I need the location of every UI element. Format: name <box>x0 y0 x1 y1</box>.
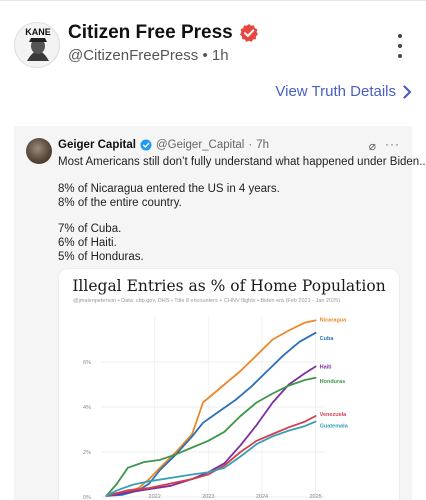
y-tick-label: 4% <box>83 405 91 411</box>
handle-row: @CitizenFreePress • 1h <box>68 47 259 64</box>
series-label-nicaragua: Nicaragua <box>320 317 348 323</box>
avatar-text: KANE <box>25 27 51 37</box>
view-truth-details-label: View Truth Details <box>275 83 396 100</box>
x-tick-label: 2024 <box>256 494 268 500</box>
x-tick-label: 2022 <box>149 494 161 500</box>
series-label-haiti: Haiti <box>320 365 332 371</box>
author-name[interactable]: Citizen Free Press <box>68 22 233 43</box>
tweet-verified-icon <box>140 139 152 151</box>
series-line-nicaragua <box>105 319 317 497</box>
y-tick-label: 2% <box>83 450 91 456</box>
post-time[interactable]: 1h <box>211 47 229 64</box>
chart-card: Illegal Entries as % of Home Population … <box>58 268 400 500</box>
tweet-header: Geiger Capital @Geiger_Capital · 7h ⌀ ··… <box>58 137 404 153</box>
author-handle[interactable]: @CitizenFreePress <box>68 47 199 64</box>
more-dot-icon <box>398 44 402 48</box>
tweet-text-line: 6% of Haiti. <box>58 237 117 249</box>
more-options-button[interactable] <box>392 34 408 58</box>
chevron-right-icon <box>403 84 412 99</box>
tweet-handle: @Geiger_Capital <box>155 139 245 151</box>
series-label-venezuela: Venezuela <box>320 412 348 418</box>
series-line-guatemala <box>105 420 317 497</box>
tweet-time: 7h <box>256 139 269 151</box>
top-divider <box>0 0 426 1</box>
line-chart: 0% 2% 4% 6% 2022 2023 2024 2025 Nicaragua Cuba Hai… <box>83 317 349 500</box>
series-label-cuba: Cuba <box>320 336 335 342</box>
handle-separator: • <box>202 47 208 64</box>
avatar[interactable]: KANE <box>14 22 60 68</box>
verified-badge-icon <box>239 24 258 42</box>
avatar-image: KANE <box>15 23 59 67</box>
y-tick-label: 0% <box>83 495 91 500</box>
grok-icon: ⌀ <box>368 139 376 153</box>
author-block: Citizen Free Press @CitizenFreePress • 1… <box>68 22 259 64</box>
chart-subtitle: @jmalenpeterson • Data: cbp.gov, DHS • T… <box>73 298 340 304</box>
series-label-honduras: Honduras <box>320 379 346 385</box>
post-header: KANE Citizen Free Press @CitizenFreePres… <box>14 20 412 70</box>
tweet-avatar <box>26 138 52 164</box>
tweet-text-line: 8% of Nicaragua entered the US in 4 year… <box>58 183 280 195</box>
series-line-honduras <box>105 376 317 497</box>
embedded-tweet-image[interactable]: Geiger Capital @Geiger_Capital · 7h ⌀ ··… <box>14 126 426 500</box>
y-tick-label: 6% <box>83 360 91 366</box>
tweet-text-line: Most Americans still don’t fully underst… <box>58 156 426 168</box>
more-dot-icon <box>398 54 402 58</box>
tweet-author-name: Geiger Capital <box>58 139 136 151</box>
more-dot-icon <box>398 34 402 38</box>
series-line-venezuela <box>105 415 317 497</box>
tweet-separator: · <box>248 139 253 151</box>
series-line-haiti <box>105 365 317 497</box>
x-tick-label: 2025 <box>310 494 322 500</box>
x-tick-label: 2023 <box>202 494 214 500</box>
view-truth-details-link[interactable]: View Truth Details <box>275 83 412 100</box>
tweet-text-line: 7% of Cuba. <box>58 223 122 235</box>
tweet-text-line: 5% of Honduras. <box>58 251 144 263</box>
chart-title: Illegal Entries as % of Home Population <box>72 277 386 295</box>
series-label-guatemala: Guatemala <box>320 424 349 430</box>
tweet-text-line: 8% of the entire country. <box>58 197 182 209</box>
tweet-more-icon: ··· <box>385 137 400 151</box>
